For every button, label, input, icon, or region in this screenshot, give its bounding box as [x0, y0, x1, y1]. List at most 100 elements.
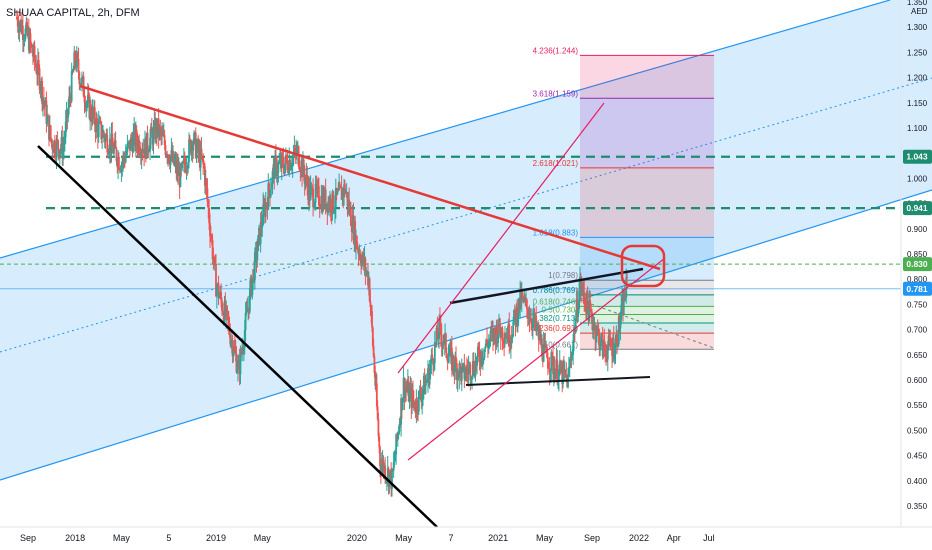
candle-body [554, 371, 557, 380]
candle-body [235, 353, 238, 373]
candle-body [332, 191, 335, 212]
candle-body [441, 343, 444, 346]
candle-body [243, 330, 246, 348]
candle-body [419, 389, 422, 397]
candle-body [329, 198, 332, 213]
candle-body [59, 148, 62, 152]
candle-body [438, 318, 440, 339]
candle-body [486, 339, 488, 344]
wedge-lower-line [407, 257, 666, 461]
candle-body [221, 311, 224, 314]
candle-body [464, 375, 467, 379]
candle-body [590, 309, 592, 312]
x-tick-label: 2021 [488, 533, 508, 543]
candle-body [570, 356, 573, 358]
candle-body [408, 390, 411, 402]
y-tick-label: 1.200 [907, 74, 928, 83]
y-tick-label: 0.800 [907, 275, 928, 284]
candle-body [568, 365, 571, 368]
price-candles [15, 10, 628, 497]
candle-body [97, 122, 100, 138]
candle-body [361, 258, 363, 267]
candle-body [478, 352, 481, 362]
candle-body [469, 364, 472, 381]
candle-body [432, 358, 435, 366]
candle-body [285, 155, 288, 161]
candle-body [197, 140, 200, 153]
candle-body [286, 160, 289, 170]
x-tick-label: 5 [166, 533, 171, 543]
candle-body [452, 355, 455, 368]
candle-body [114, 140, 117, 149]
candle-body [354, 221, 357, 249]
candle-body [617, 343, 619, 347]
candle-body [393, 460, 396, 463]
candle-body [391, 470, 393, 489]
candle-body [591, 311, 593, 323]
candle-body [371, 327, 374, 347]
candle-body [26, 22, 29, 35]
candle-body [583, 292, 586, 303]
candle-body [424, 382, 427, 394]
candle-body [477, 346, 480, 353]
candle-body [203, 166, 206, 186]
candle-body [113, 147, 115, 154]
currency-label: AED [911, 7, 928, 16]
fib-level-label: 3.618(1.159) [533, 89, 579, 98]
candle-body [150, 126, 153, 133]
candle-body [591, 322, 594, 331]
candle-body [355, 236, 358, 249]
candle-body [21, 25, 24, 40]
candle-body [253, 252, 256, 281]
candle-body [33, 45, 36, 61]
candle-body [357, 249, 360, 255]
candle-body [164, 144, 167, 155]
candle-body [123, 155, 125, 159]
candle-body [61, 137, 64, 158]
candle-body [377, 419, 380, 437]
candle-body [263, 204, 265, 206]
candle-body [23, 39, 26, 41]
candle-body [248, 288, 251, 312]
y-tick-label: 1.100 [907, 124, 928, 133]
candle-body [346, 192, 349, 207]
candle-body [546, 357, 549, 369]
candle-body [209, 236, 212, 238]
candle-body [481, 351, 483, 362]
fib-level-label: 4.236(1.244) [533, 46, 579, 55]
candle-body [338, 184, 341, 191]
candle-body [379, 446, 381, 467]
candle-body [548, 368, 551, 373]
candle-body [612, 338, 615, 358]
candle-body [227, 311, 229, 321]
candle-body [526, 299, 528, 310]
candle-body [421, 394, 424, 403]
candle-body [433, 342, 436, 364]
candle-body [264, 203, 267, 217]
candle-body [626, 277, 628, 279]
candle-body [348, 199, 351, 212]
candle-body [395, 434, 398, 455]
y-tick-label: 1.150 [907, 99, 928, 108]
candle-body [236, 369, 239, 373]
candle-body [167, 155, 170, 162]
candle-body [313, 207, 315, 209]
y-tick-label: 1.000 [907, 174, 928, 183]
candle-body [72, 69, 75, 73]
candle-body [51, 143, 54, 151]
candle-body [400, 398, 402, 425]
candle-body [290, 166, 293, 168]
price-tag-label: 0.941 [906, 203, 928, 213]
candle-body [268, 183, 271, 191]
candle-body [68, 96, 71, 108]
candle-body [58, 151, 61, 157]
candle-body [492, 328, 495, 341]
x-tick-label: 2020 [347, 533, 367, 543]
candle-body [569, 356, 572, 366]
candle-body [275, 155, 277, 159]
fib-band [580, 167, 714, 238]
fib-level-label: 0.382(0.713) [533, 314, 579, 323]
candle-body [520, 293, 523, 304]
candle-body [225, 306, 228, 317]
candle-body [146, 132, 149, 151]
